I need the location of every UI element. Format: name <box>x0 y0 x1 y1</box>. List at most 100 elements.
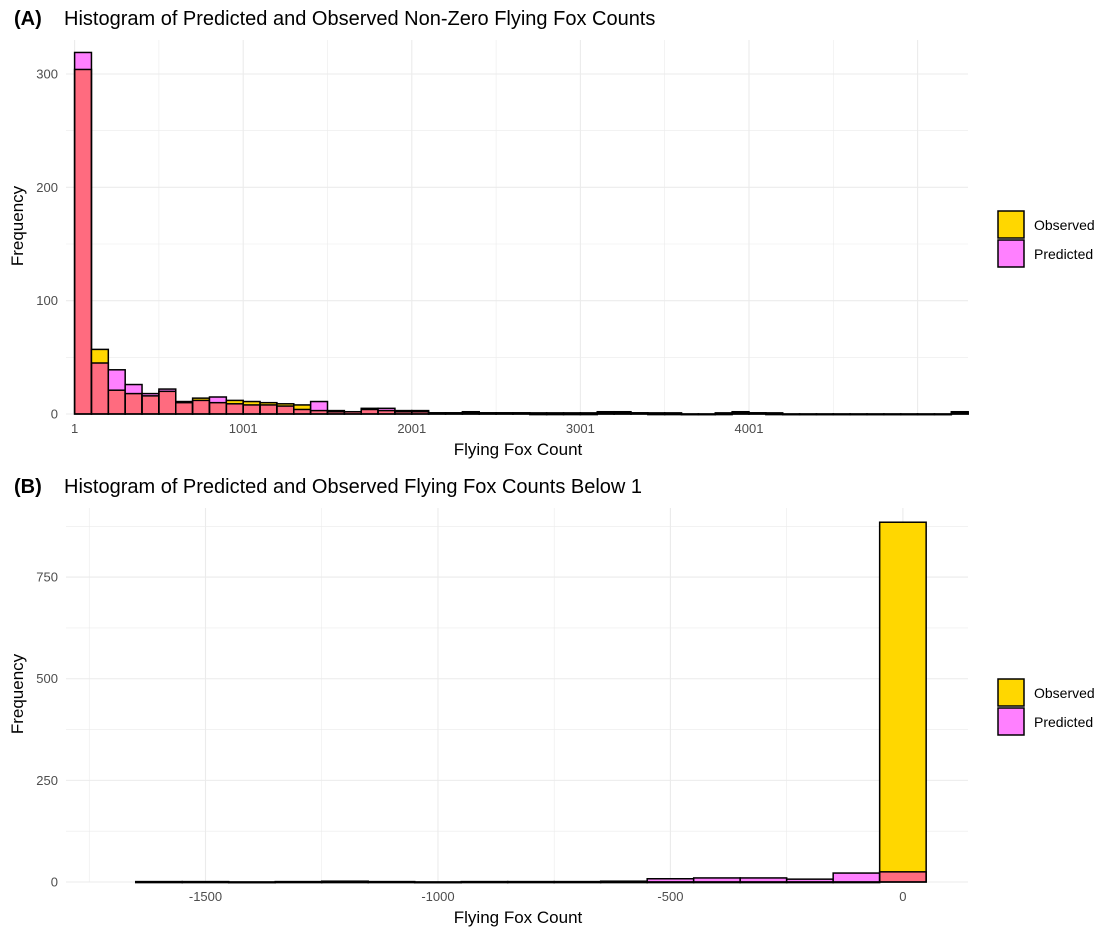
panel-b-title: Histogram of Predicted and Observed Flyi… <box>64 476 642 498</box>
panel-b-tag: (B) <box>14 476 42 498</box>
bar-overlap <box>378 410 395 414</box>
bar-observed-excess <box>226 400 244 404</box>
bar-predicted-excess <box>310 401 328 411</box>
bar-predicted-outline <box>461 412 480 415</box>
bar-predicted-outline <box>562 413 582 416</box>
panel-b-x-tick-labels: -1500 -1000 -500 0 <box>189 889 907 904</box>
panel-b-y-tick-labels: 0 250 500 750 <box>36 570 58 890</box>
bar-predicted-outline <box>697 413 717 416</box>
bar-predicted-excess <box>74 52 92 70</box>
bar-predicted-outline <box>495 412 514 415</box>
bar-predicted-excess <box>693 877 741 882</box>
bar-overlap <box>243 404 261 414</box>
y-tick-label: 750 <box>36 570 58 585</box>
bar-predicted-outline <box>460 880 509 883</box>
bar-observed-excess <box>260 402 277 405</box>
bar-predicted-outline <box>478 412 497 415</box>
bar-overlap <box>879 871 927 882</box>
panel-a-legend: Observed Predicted <box>997 210 1095 268</box>
bar-predicted-outline <box>444 412 464 415</box>
bar-predicted-outline <box>916 413 936 416</box>
x-tick-label: 2001 <box>397 421 426 436</box>
bar-predicted-excess <box>125 384 143 394</box>
bar-overlap <box>226 403 244 414</box>
panel-a-gridlines <box>66 40 968 415</box>
panel-b-legend-observed-label: Observed <box>1034 685 1095 701</box>
bar-predicted-outline <box>899 413 919 416</box>
bar-predicted-outline <box>714 413 733 416</box>
bar-observed-excess <box>879 522 927 872</box>
panel-a-legend-predicted-label: Predicted <box>1034 246 1093 262</box>
panel-a-y-tick-labels: 0 100 200 300 <box>36 67 58 422</box>
bar-overlap <box>276 406 294 414</box>
panel-b-legend: Observed Predicted <box>997 678 1095 736</box>
bar-predicted-outline <box>512 412 531 415</box>
bar-predicted-outline <box>320 880 369 883</box>
bar-predicted-outline <box>878 871 927 883</box>
bar-predicted-excess <box>786 879 834 882</box>
bar-predicted-outline <box>613 412 632 415</box>
bar-predicted-outline <box>227 881 276 884</box>
panel-a-legend-observed-swatch <box>997 210 1025 239</box>
bar-overlap <box>158 391 176 414</box>
bar-observed-excess <box>243 401 261 405</box>
bar-predicted-outline <box>815 413 835 416</box>
x-tick-label: 4001 <box>735 421 764 436</box>
panel-a-legend-predicted-swatch <box>997 239 1025 268</box>
bar-predicted-excess <box>378 408 395 411</box>
bar-predicted-outline <box>506 880 555 883</box>
panel-b-bars <box>134 521 927 884</box>
bar-predicted-outline <box>748 412 767 415</box>
bar-predicted-excess <box>158 389 176 392</box>
bar-predicted-outline <box>647 412 666 415</box>
y-tick-label: 200 <box>36 180 58 195</box>
bar-overlap <box>260 404 277 414</box>
bar-predicted-outline <box>663 413 683 416</box>
bar-predicted-outline <box>630 412 649 415</box>
bar-predicted-outline <box>680 413 700 416</box>
panel-b-y-axis-label: Frequency <box>8 653 27 734</box>
y-tick-label: 500 <box>36 671 58 686</box>
bar-overlap <box>108 390 126 414</box>
bar-overlap <box>192 400 210 414</box>
x-tick-label: -1500 <box>189 889 222 904</box>
y-tick-label: 0 <box>51 875 58 890</box>
bar-predicted-outline <box>413 881 462 884</box>
bar-predicted-outline <box>73 51 93 415</box>
panel-b-x-axis-label: Flying Fox Count <box>454 908 583 927</box>
bar-overlap <box>175 402 193 414</box>
y-tick-label: 100 <box>36 293 58 308</box>
bar-overlap <box>125 393 143 414</box>
panel-a-y-axis-label: Frequency <box>8 185 27 266</box>
x-tick-label: 1001 <box>229 421 258 436</box>
bar-predicted-outline <box>367 880 416 883</box>
bar-overlap <box>394 411 412 414</box>
bar-observed-excess <box>293 404 311 410</box>
panel-b-legend-predicted-label: Predicted <box>1034 714 1093 730</box>
panel-a-bars <box>73 51 969 416</box>
y-tick-label: 300 <box>36 67 58 82</box>
bar-overlap <box>142 395 159 414</box>
bar-predicted-outline <box>134 880 183 883</box>
bar-observed-excess <box>192 398 210 401</box>
x-tick-label: -500 <box>657 889 683 904</box>
panel-a-legend-observed-label: Observed <box>1034 217 1095 233</box>
bar-predicted-excess <box>142 393 159 396</box>
bar-predicted-outline <box>950 412 969 415</box>
panel-b-legend-predicted-swatch <box>997 707 1025 736</box>
panel-b: (B) Histogram of Predicted and Observed … <box>8 476 1095 927</box>
bar-overlap <box>91 363 109 414</box>
x-tick-label: 3001 <box>566 421 595 436</box>
bar-overlap <box>411 411 429 414</box>
panel-b-legend-observed-swatch <box>997 678 1025 707</box>
bar-predicted-outline <box>781 413 801 416</box>
bar-observed-excess <box>91 349 109 363</box>
bar-predicted-outline <box>866 413 885 416</box>
bar-overlap <box>209 402 227 414</box>
bar-overlap <box>310 410 328 414</box>
bar-predicted-excess <box>209 397 227 403</box>
bar-predicted-outline <box>427 412 447 415</box>
bar-overlap <box>344 411 362 414</box>
bar-overlap <box>74 69 92 414</box>
bar-predicted-outline <box>545 413 565 416</box>
